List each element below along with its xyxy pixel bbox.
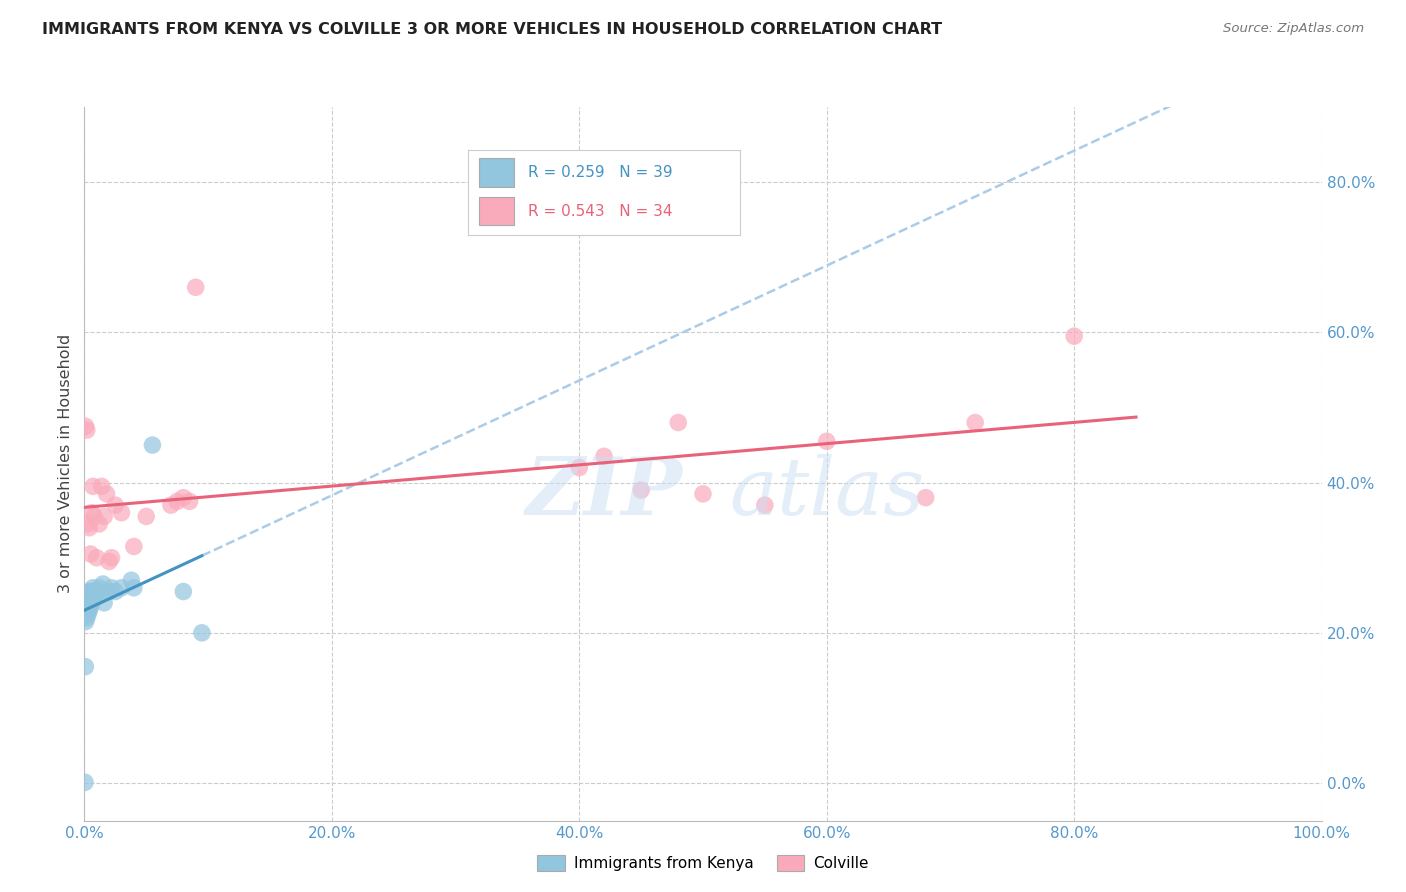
Point	[100, 581, 122, 595]
Point	[166, 494, 188, 508]
Point	[122, 540, 145, 554]
Point	[1063, 329, 1085, 343]
Point	[75, 607, 97, 621]
Point	[82, 584, 104, 599]
Point	[110, 506, 132, 520]
Point	[100, 550, 122, 565]
Point	[86, 584, 108, 599]
Point	[135, 509, 157, 524]
Point	[79, 584, 101, 599]
Point	[179, 494, 201, 508]
Point	[90, 479, 112, 493]
Point	[89, 581, 111, 595]
FancyBboxPatch shape	[479, 159, 515, 186]
Point	[754, 498, 776, 512]
Point	[93, 509, 115, 524]
Point	[79, 584, 101, 599]
Point	[77, 516, 100, 531]
Point	[76, 603, 98, 617]
Point	[82, 479, 104, 493]
Point	[98, 584, 121, 599]
Point	[77, 607, 100, 621]
Point	[79, 521, 101, 535]
Point	[76, 423, 98, 437]
Point	[77, 588, 100, 602]
Point	[86, 550, 108, 565]
Point	[87, 588, 110, 602]
Point	[96, 487, 118, 501]
Text: R = 0.259   N = 39: R = 0.259 N = 39	[527, 165, 672, 180]
Y-axis label: 3 or more Vehicles in Household: 3 or more Vehicles in Household	[58, 334, 73, 593]
Point	[76, 599, 98, 614]
Point	[191, 625, 214, 640]
Point	[83, 592, 105, 607]
Point	[75, 419, 97, 434]
Text: ZIP: ZIP	[526, 454, 682, 531]
Point	[630, 483, 652, 497]
Point	[141, 438, 163, 452]
Legend: Immigrants from Kenya, Colville: Immigrants from Kenya, Colville	[531, 849, 875, 877]
Point	[965, 416, 987, 430]
Point	[80, 588, 103, 602]
Point	[80, 596, 103, 610]
Point	[75, 599, 97, 614]
FancyBboxPatch shape	[479, 197, 515, 225]
Point	[172, 491, 194, 505]
Point	[91, 577, 114, 591]
Point	[568, 460, 591, 475]
Point	[98, 554, 121, 568]
Point	[80, 506, 103, 520]
Point	[75, 615, 97, 629]
Point	[82, 581, 104, 595]
Point	[172, 584, 194, 599]
Point	[84, 588, 107, 602]
Point	[593, 450, 616, 464]
Point	[666, 416, 689, 430]
Point	[160, 498, 183, 512]
Point	[120, 574, 142, 588]
Point	[815, 434, 838, 449]
Point	[79, 596, 101, 610]
Text: Source: ZipAtlas.com: Source: ZipAtlas.com	[1223, 22, 1364, 36]
Point	[122, 581, 145, 595]
Point	[104, 498, 127, 512]
Point	[77, 592, 100, 607]
Point	[79, 592, 101, 607]
Point	[89, 516, 111, 531]
Point	[104, 584, 127, 599]
Point	[77, 603, 100, 617]
Point	[83, 509, 105, 524]
Point	[914, 491, 936, 505]
Point	[184, 280, 207, 294]
Point	[79, 599, 101, 614]
Text: atlas: atlas	[730, 454, 924, 531]
Point	[79, 547, 101, 561]
Text: R = 0.543   N = 34: R = 0.543 N = 34	[527, 203, 672, 219]
Point	[79, 603, 101, 617]
Text: IMMIGRANTS FROM KENYA VS COLVILLE 3 OR MORE VEHICLES IN HOUSEHOLD CORRELATION CH: IMMIGRANTS FROM KENYA VS COLVILLE 3 OR M…	[42, 22, 942, 37]
Point	[73, 775, 96, 789]
Point	[75, 659, 97, 673]
Point	[692, 487, 714, 501]
Point	[93, 596, 115, 610]
Point	[110, 581, 132, 595]
Point	[76, 596, 98, 610]
Point	[76, 611, 98, 625]
